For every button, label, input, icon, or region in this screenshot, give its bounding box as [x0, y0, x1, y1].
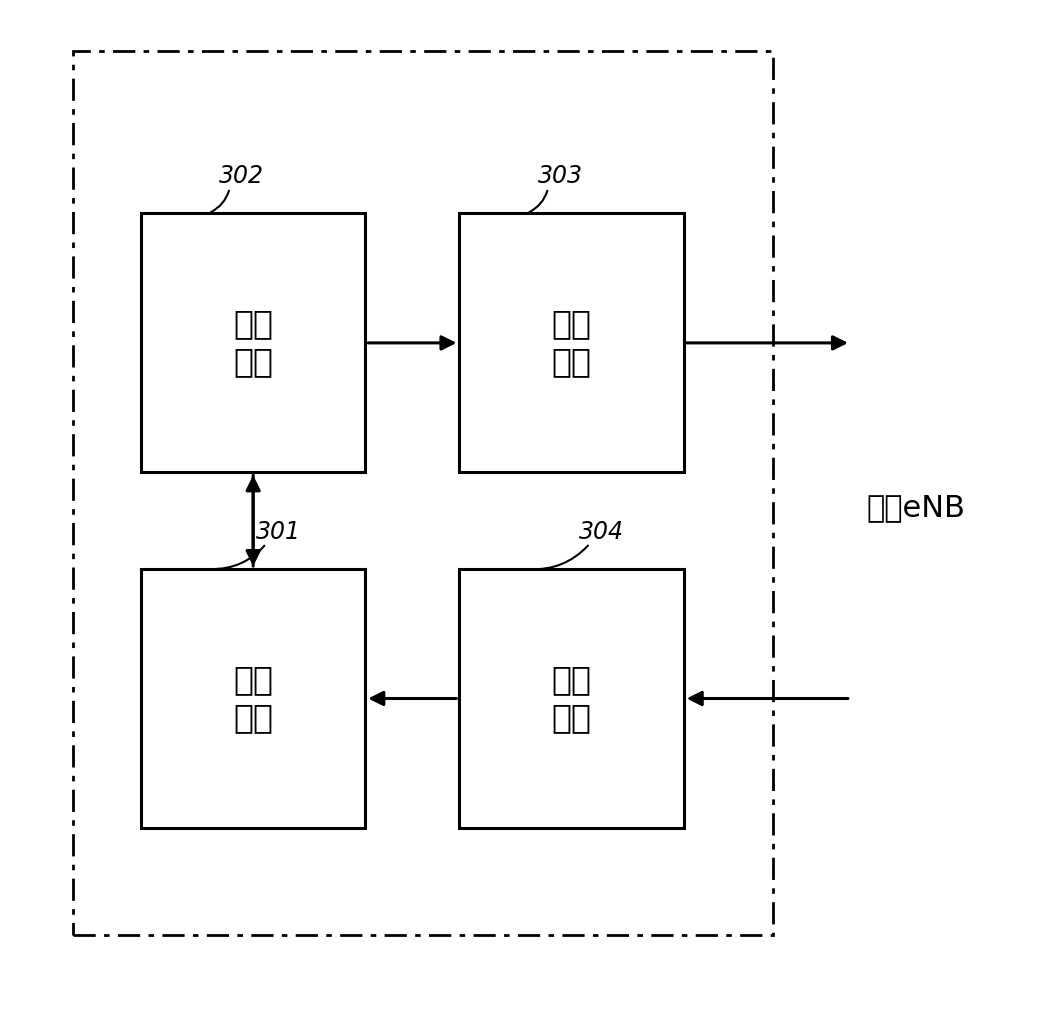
- Text: 目标eNB: 目标eNB: [867, 494, 966, 522]
- Bar: [141, 213, 365, 472]
- Text: 监听
单元: 监听 单元: [551, 662, 592, 735]
- Text: 303: 303: [538, 164, 583, 188]
- Text: 304: 304: [579, 519, 624, 544]
- Bar: [141, 569, 365, 828]
- Text: 设置
单元: 设置 单元: [233, 662, 274, 735]
- Text: 发送
单元: 发送 单元: [551, 307, 592, 379]
- Bar: [73, 51, 773, 935]
- Text: 处理
单元: 处理 单元: [233, 307, 274, 379]
- Bar: [459, 213, 684, 472]
- Text: 301: 301: [256, 519, 301, 544]
- Bar: [459, 569, 684, 828]
- Text: 302: 302: [219, 164, 264, 188]
